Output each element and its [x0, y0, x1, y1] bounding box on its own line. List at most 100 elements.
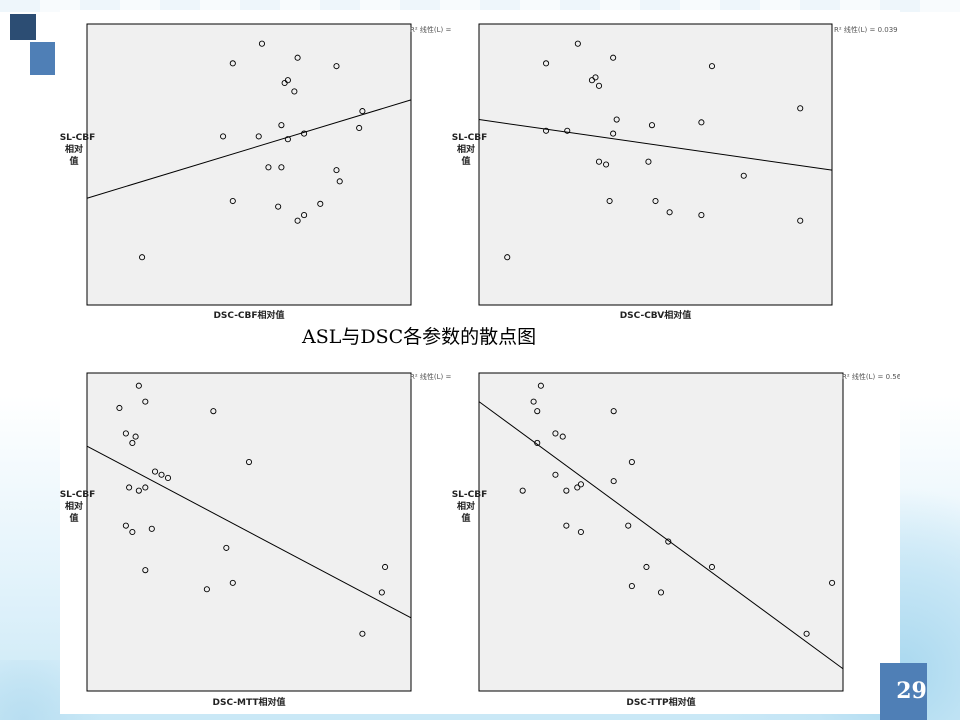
scatter-chart-cbv: ASL-CBF相对值 DSC-CBV相对值 R² 线性(L) = 0.039 — [452, 23, 898, 321]
y-axis-label: ASL-CBF — [60, 490, 95, 500]
data-point — [378, 589, 385, 596]
data-point — [129, 439, 136, 447]
data-point — [359, 630, 366, 637]
trend-line — [478, 401, 844, 670]
data-point — [294, 217, 301, 224]
data-point — [284, 136, 291, 143]
data-point — [698, 119, 705, 126]
data-point — [829, 579, 836, 586]
r-squared-label: R² 线性(L) = — [410, 372, 451, 381]
x-axis-label: DSC-CBV相对值 — [620, 309, 692, 321]
plot-area — [86, 23, 412, 306]
decorative-square-dark — [10, 14, 36, 40]
y-axis-label: 值 — [69, 512, 78, 524]
x-axis-label: DSC-CBF相对值 — [213, 309, 284, 321]
data-point — [135, 487, 142, 494]
data-point — [610, 408, 617, 415]
chart-panel-top-right: ASL-CBF相对值 DSC-CBV相对值 R² 线性(L) = 0.039 — [452, 10, 900, 328]
y-axis-label: 相对 — [457, 143, 475, 155]
data-point — [519, 487, 526, 494]
data-point — [543, 60, 550, 67]
data-point — [382, 563, 389, 571]
data-point — [603, 161, 610, 168]
y-axis-label: ASL-CBF — [452, 490, 487, 500]
data-point — [657, 589, 665, 596]
data-point — [210, 408, 217, 415]
data-point — [666, 209, 673, 216]
data-point — [564, 127, 571, 134]
data-point — [530, 398, 537, 405]
r-squared-label: R² 线性(L) = 0.039 — [834, 25, 898, 34]
data-point — [203, 586, 210, 593]
data-point — [333, 63, 340, 70]
data-point — [122, 430, 129, 437]
data-point — [265, 164, 272, 171]
data-point — [275, 203, 282, 210]
data-point — [537, 382, 544, 389]
data-point — [317, 200, 324, 207]
page-number-text: 29 — [896, 678, 927, 704]
data-point — [797, 105, 804, 112]
top-decoration — [0, 0, 960, 12]
data-point — [139, 254, 146, 261]
data-point — [132, 433, 139, 440]
data-point — [291, 88, 298, 95]
plot-area — [478, 23, 833, 306]
scatter-chart-cbf: ASL-CBF相对值 DSC-CBF相对值 R² 线性(L) = — [60, 23, 451, 321]
y-axis-label: 相对 — [65, 143, 83, 155]
data-point — [648, 122, 656, 129]
y-axis-label: 值 — [69, 155, 78, 167]
scatter-chart-mtt: ASL-CBF相对值 DSC-MTT相对值 R² 线性(L) = — [60, 372, 451, 708]
data-point — [803, 630, 810, 637]
x-axis-label: DSC-MTT相对值 — [213, 696, 286, 708]
data-point — [534, 408, 541, 415]
data-point — [552, 430, 559, 437]
data-point — [220, 133, 227, 140]
data-point — [552, 471, 559, 478]
data-point — [359, 108, 366, 115]
r-squared-label: R² 线性(L) = 0.560 — [842, 372, 900, 381]
data-point — [229, 579, 236, 586]
data-point — [610, 478, 617, 485]
data-point — [278, 122, 285, 129]
data-point — [665, 538, 672, 545]
trend-line — [86, 445, 412, 619]
data-point — [301, 130, 308, 137]
data-point — [129, 528, 136, 536]
x-axis-label: DSC-TTP相对值 — [626, 696, 695, 708]
data-point — [148, 525, 155, 532]
data-point — [698, 212, 705, 219]
data-point — [122, 522, 129, 529]
data-point — [284, 77, 291, 84]
data-point — [595, 158, 603, 165]
data-point — [116, 404, 123, 412]
data-point — [645, 158, 652, 165]
decorative-square-light — [30, 42, 55, 75]
plot-area — [478, 372, 844, 692]
data-point — [543, 127, 550, 134]
data-point — [229, 197, 236, 205]
data-point — [652, 197, 659, 205]
data-point — [258, 40, 266, 47]
y-axis-label: ASL-CBF — [452, 133, 487, 143]
chart-panel-top-left: ASL-CBF相对值 DSC-CBF相对值 R² 线性(L) = — [60, 10, 452, 328]
data-point — [245, 458, 253, 466]
data-point — [126, 484, 133, 491]
data-point — [613, 116, 620, 123]
data-point — [504, 254, 511, 261]
data-point — [294, 54, 301, 61]
data-point — [142, 567, 149, 574]
trend-line — [86, 99, 412, 199]
data-point — [301, 212, 308, 219]
data-point — [164, 474, 172, 481]
y-axis-label: 值 — [461, 155, 470, 167]
data-point — [708, 63, 716, 70]
data-point — [255, 133, 262, 140]
data-point — [574, 484, 581, 491]
data-point — [595, 82, 603, 89]
data-point — [628, 458, 635, 466]
data-point — [336, 178, 343, 185]
page-number: 29 — [880, 663, 927, 720]
data-point — [559, 433, 566, 440]
data-point — [588, 77, 596, 84]
